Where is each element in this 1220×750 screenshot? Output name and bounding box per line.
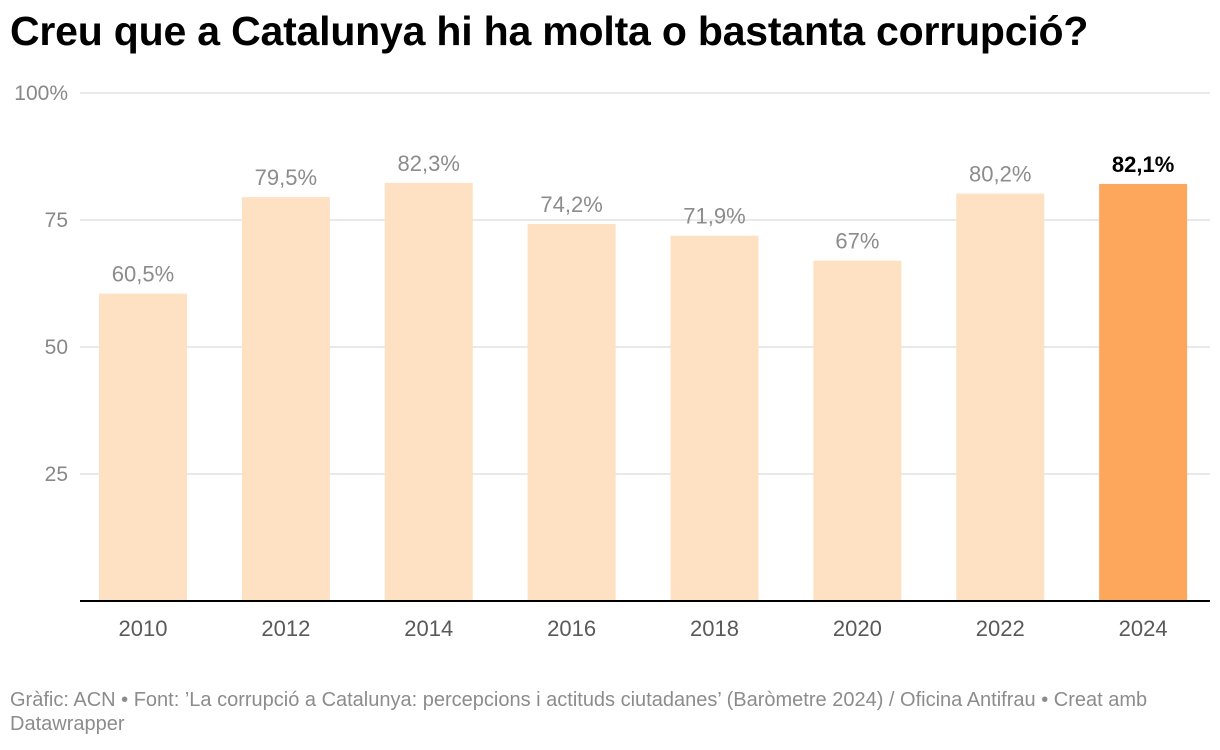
chart-title: Creu que a Catalunya hi ha molta o basta… xyxy=(10,8,1089,54)
value-label-2012: 79,5% xyxy=(255,165,317,190)
x-tick-label-2020: 2020 xyxy=(833,616,882,641)
value-label-2022: 80,2% xyxy=(969,162,1031,187)
y-tick-label: 50 xyxy=(45,336,68,359)
y-axis-ticks: 25 50 75 100% xyxy=(14,82,68,486)
bar-2018 xyxy=(670,235,759,602)
x-tick-label-2010: 2010 xyxy=(119,616,168,641)
bar-2022 xyxy=(956,193,1045,602)
x-tick-label-2024: 2024 xyxy=(1119,616,1168,641)
x-tick-label-2022: 2022 xyxy=(976,616,1025,641)
bar-2014 xyxy=(384,182,473,601)
x-tick-label-2014: 2014 xyxy=(404,616,453,641)
y-tick-label: 25 xyxy=(45,463,68,486)
value-label-2010: 60,5% xyxy=(112,262,174,287)
y-tick-label: 100% xyxy=(14,82,68,105)
bar-2024 xyxy=(1099,183,1188,601)
value-label-2024: 82,1% xyxy=(1112,152,1174,177)
value-label-2014: 82,3% xyxy=(398,151,460,176)
x-tick-label-2016: 2016 xyxy=(547,616,596,641)
value-label-2016: 74,2% xyxy=(540,192,602,217)
y-tick-label: 75 xyxy=(45,209,68,232)
bar-2010 xyxy=(99,293,187,601)
bar-2012 xyxy=(241,197,330,601)
x-axis-ticks: 2010 2012 2014 2016 2018 2020 2022 2024 xyxy=(119,616,1168,641)
value-label-2020: 67% xyxy=(835,229,879,254)
x-tick-label-2012: 2012 xyxy=(261,616,310,641)
x-tick-label-2018: 2018 xyxy=(690,616,739,641)
value-label-2018: 71,9% xyxy=(683,204,745,229)
chart-footer: Gràfic: ACN • Font: ’La corrupció a Cata… xyxy=(10,689,1148,735)
bar-2020 xyxy=(813,260,902,601)
bar-chart: 25 50 75 100% 60,5% 79,5% 82,3% 74,2% 71,9% 67% 8… xyxy=(14,82,1210,641)
bar-2016 xyxy=(527,224,616,601)
bars xyxy=(99,182,1188,602)
value-labels: 60,5% 79,5% 82,3% 74,2% 71,9% 67% 80,2% 82,1% xyxy=(112,151,1175,287)
